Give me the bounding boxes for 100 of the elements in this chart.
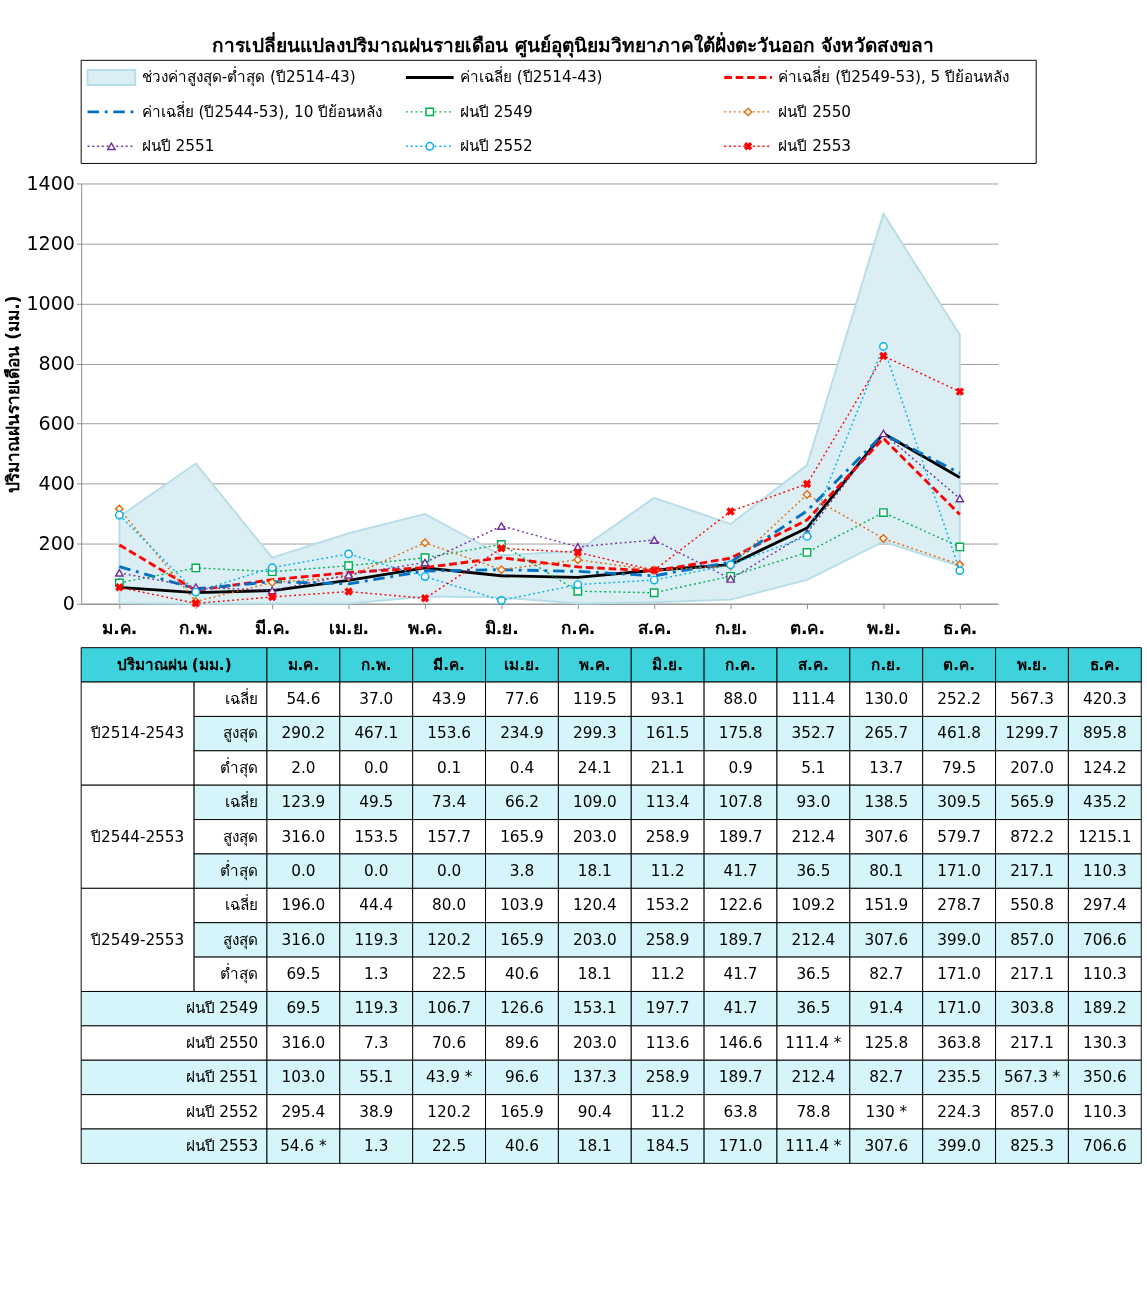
data-label: 38.9	[359, 1102, 394, 1121]
data-label: 567.3 *	[1003, 1068, 1061, 1087]
data-label: 258.9	[645, 1068, 690, 1087]
data-label: 96.6	[504, 1068, 539, 1087]
data-label: 467.1	[354, 724, 399, 743]
data-label: 0.9	[728, 758, 753, 777]
data-label: 24.1	[577, 758, 612, 777]
y-tick-label: ฝนปี 2551	[185, 1068, 259, 1087]
data-label: 157.7	[427, 827, 471, 846]
x-tick-label: เม.ย.	[329, 617, 370, 638]
data-label: 197.7	[645, 999, 690, 1018]
data-label: 11.2	[650, 965, 685, 984]
data-label: 73.4	[432, 793, 467, 812]
data-label: 299.3	[572, 724, 617, 743]
data-label: 203.0	[572, 930, 617, 949]
data-label: 111.4 *	[785, 1136, 842, 1155]
data-label: 212.4	[791, 930, 836, 949]
data-label: 857.0	[1010, 1102, 1054, 1121]
data-label: 153.6	[427, 724, 471, 743]
data-label: 126.6	[500, 999, 544, 1018]
x-tick-label: ต.ค.	[789, 617, 826, 638]
data-label: 258.9	[645, 827, 690, 846]
data-label: 70.6	[432, 1033, 467, 1052]
data-label: 43.9 *	[425, 1068, 473, 1087]
data-label: 80.1	[869, 861, 904, 880]
data-label: 107.8	[718, 793, 763, 812]
x-tick-label: พ.ย.	[1016, 655, 1048, 674]
data-label: 203.0	[572, 1033, 617, 1052]
data-label: 175.8	[718, 724, 763, 743]
y-tick-label: เฉลี่ย	[225, 894, 259, 915]
text: ปี2544-2553	[90, 827, 185, 846]
x-tick-label: มิ.ย.	[484, 617, 519, 638]
data-label: 110.3	[1082, 1102, 1127, 1121]
data-label: 22.5	[432, 965, 467, 984]
text: ปี2514-2543	[90, 724, 185, 743]
legend-label: ฝนปี 2549	[460, 102, 533, 121]
data-label: 37.0	[359, 690, 394, 709]
y-tick-label: 1200	[26, 231, 75, 255]
legend-label: ช่วงค่าสูงสุด-ต่ำสุด (ปี2514-43)	[141, 66, 356, 88]
x-tick-label: มี.ค.	[255, 617, 291, 638]
x-tick-label: เม.ย.	[504, 655, 540, 674]
data-label: 235.5	[937, 1068, 981, 1087]
y-tick-label: สูงสุด	[223, 827, 259, 847]
data-label: 122.6	[718, 896, 763, 915]
data-label: 54.6	[286, 690, 321, 709]
data-label: 124.2	[1082, 758, 1127, 777]
data-label: 0.1	[436, 758, 462, 777]
legend-label: ฝนปี 2553	[778, 137, 852, 156]
data-label: 212.4	[791, 827, 836, 846]
data-label: 90.4	[577, 1102, 612, 1121]
data-label: 138.5	[864, 793, 909, 812]
data-label: 69.5	[286, 965, 321, 984]
data-label: 290.2	[281, 724, 326, 743]
legend-label: ฝนปี 2550	[778, 102, 852, 121]
data-label: 125.8	[864, 1033, 909, 1052]
data-label: 171.0	[718, 1136, 763, 1155]
data-label: 307.6	[864, 930, 909, 949]
data-label: 79.5	[942, 758, 977, 777]
x-tick-label: ก.พ.	[360, 655, 392, 674]
data-label: 224.3	[937, 1102, 981, 1121]
data-label: 103.0	[281, 1068, 326, 1087]
x-tick-label: พ.ค.	[579, 655, 611, 674]
y-tick-label: ฝนปี 2553	[185, 1136, 259, 1155]
data-label: 825.3	[1010, 1136, 1054, 1155]
data-label: 22.5	[432, 1136, 467, 1155]
data-label: 217.1	[1010, 861, 1054, 880]
data-label: 0.0	[364, 758, 389, 777]
data-label: 43.9	[432, 690, 467, 709]
data-label: 82.7	[869, 965, 904, 984]
data-label: 461.8	[937, 724, 981, 743]
data-label: 171.0	[937, 861, 981, 880]
data-label: 88.0	[723, 690, 758, 709]
data-label: 171.0	[937, 965, 981, 984]
data-label: 82.7	[869, 1068, 904, 1087]
data-label: 1299.7	[1005, 724, 1059, 743]
data-label: 109.2	[791, 896, 836, 915]
data-label: 137.3	[572, 1068, 617, 1087]
data-label: 91.4	[869, 999, 904, 1018]
data-label: 0.4	[509, 758, 535, 777]
data-label: 123.9	[281, 793, 326, 812]
data-label: 196.0	[281, 896, 326, 915]
chart-title: การเปลี่ยนแปลงปริมาณฝนรายเดือน ศูนย์อุตุนิยมวิทยาภาคใต้ฝั่งตะวันออก จังหวัดสงขลา	[212, 32, 935, 59]
data-label: 69.5	[286, 999, 321, 1018]
data-label: 80.0	[432, 896, 467, 915]
legend-label: ค่าเฉลี่ย (ปี2549-53), 5 ปีย้อนหลัง	[778, 66, 1010, 87]
data-label: 297.4	[1082, 896, 1127, 915]
data-label: 307.6	[864, 1136, 909, 1155]
x-tick-label: พ.ค.	[407, 617, 443, 638]
data-label: 435.2	[1082, 793, 1127, 812]
data-label: 316.0	[281, 827, 326, 846]
data-label: 189.7	[718, 827, 763, 846]
data-label: 41.7	[723, 861, 758, 880]
data-label: 111.4	[791, 690, 836, 709]
data-label: 550.8	[1010, 896, 1054, 915]
data-label: 0.0	[291, 861, 316, 880]
legend-label: ฝนปี 2552	[460, 137, 533, 156]
x-tick-label: ก.ค.	[561, 617, 596, 638]
data-label: 13.7	[869, 758, 904, 777]
data-label: 0.0	[364, 861, 389, 880]
y-tick-label: เฉลี่ย	[225, 791, 259, 812]
